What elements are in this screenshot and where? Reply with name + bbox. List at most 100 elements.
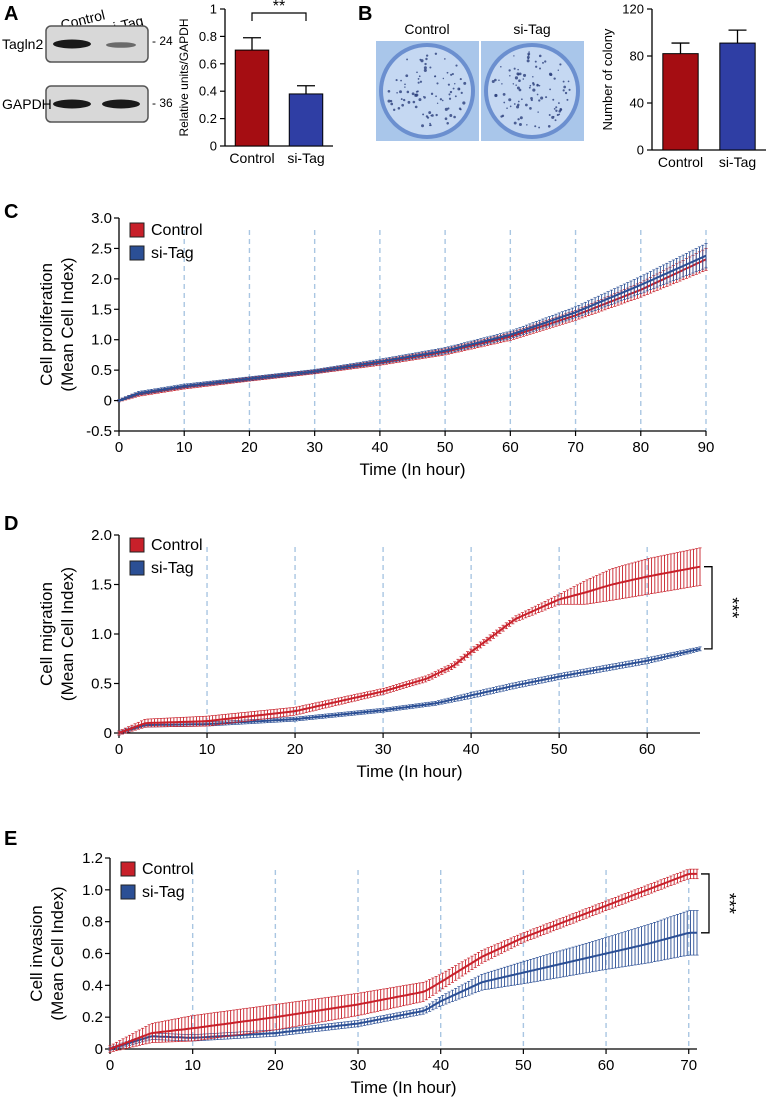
- x-tick-label-d: 0: [115, 741, 123, 758]
- colony-dot: [528, 86, 531, 89]
- colony-dot: [442, 77, 445, 80]
- colony-dot: [515, 84, 517, 86]
- plate-label-control: Control: [404, 21, 449, 37]
- colony-dot: [425, 57, 428, 61]
- colony-dot: [412, 100, 416, 104]
- y-tick-label-e: 0: [95, 1041, 103, 1058]
- colony-dot: [429, 124, 432, 127]
- colony-dot: [534, 125, 537, 128]
- colony-dot: [434, 52, 438, 55]
- colony-dot: [460, 91, 463, 94]
- x-tick-label-c: 80: [632, 439, 649, 456]
- y-axis-title-e: Cell invasion: [27, 905, 46, 1001]
- x-tick-label-c: 20: [241, 439, 258, 456]
- colony-dot: [447, 107, 450, 110]
- colony-dot: [517, 68, 519, 71]
- colony-dot: [434, 75, 437, 78]
- y-tick-label-c: 1.5: [91, 301, 112, 318]
- colony-dot: [425, 115, 429, 118]
- y-tick-label-b: 40: [630, 96, 644, 111]
- colony-dot: [519, 116, 523, 120]
- colony-dot: [513, 55, 515, 57]
- series-line-e: [109, 872, 697, 1050]
- colony-dot: [444, 58, 446, 60]
- y-axis-subtitle-d: (Mean Cell Index): [58, 567, 77, 701]
- colony-dot: [395, 79, 398, 82]
- colony-dot: [399, 90, 402, 94]
- colony-dot: [421, 124, 425, 128]
- x-tick-label-e: 40: [432, 1057, 449, 1074]
- colony-dot: [415, 90, 418, 93]
- significance-bracket-d: [704, 566, 713, 650]
- blot-strip-tagln2: [45, 25, 149, 63]
- blot-row-label-tagln2: Tagln2: [2, 36, 43, 52]
- x-tick-label-e: 70: [680, 1057, 697, 1074]
- x-tick-label-e: 50: [515, 1057, 532, 1074]
- y-axis-title-c: Cell proliferation: [37, 263, 56, 386]
- colony-dot: [513, 67, 516, 70]
- colony-dot: [506, 107, 508, 110]
- colony-dot: [508, 69, 511, 72]
- colony-dot: [517, 100, 520, 103]
- blot-row-label-gapdh: GAPDH: [2, 96, 52, 112]
- colonies-control: [387, 52, 467, 128]
- y-axis-title-a: Relative units/GAPDH: [177, 18, 191, 136]
- colony-dot: [435, 95, 437, 98]
- colony-dot: [387, 99, 391, 103]
- colony-dot: [527, 52, 531, 56]
- colony-dot: [518, 79, 521, 83]
- colony-dot: [558, 113, 561, 116]
- x-tick-label-e: 60: [598, 1057, 615, 1074]
- colony-dot: [518, 123, 522, 127]
- colony-dot: [508, 98, 512, 102]
- colony-dot: [430, 92, 434, 96]
- colony-dot: [559, 108, 562, 111]
- y-axis-title-b: Number of colony: [600, 28, 615, 130]
- series-e-sitag: [108, 910, 699, 1051]
- plate-label-sitag: si-Tag: [513, 21, 550, 37]
- colony-dot: [529, 84, 532, 87]
- blot-marker-36: - 36: [152, 96, 173, 110]
- colony-dot: [453, 115, 456, 119]
- colony-dot: [525, 103, 528, 107]
- x-tick-label-c: 30: [306, 439, 323, 456]
- blot-strip-gapdh: [45, 85, 149, 123]
- y-tick-label-e: 0.6: [82, 946, 103, 963]
- y-tick-label-a: 0.6: [199, 56, 217, 71]
- x-tick-label-c: 60: [502, 439, 519, 456]
- colony-dot: [526, 124, 528, 126]
- colony-dot: [436, 82, 439, 85]
- x-tick-label-c: 10: [176, 439, 193, 456]
- series-line-c: [118, 254, 707, 402]
- legend-swatch-e: [120, 861, 136, 877]
- colony-dot: [563, 85, 567, 89]
- colony-dot: [534, 60, 537, 63]
- colony-dot: [553, 77, 556, 80]
- series-c-sitag: [117, 243, 708, 403]
- colony-dot: [516, 72, 520, 76]
- colonies-sitag: [491, 51, 571, 129]
- legend-label-c: Control: [151, 222, 203, 239]
- colony-dot: [423, 66, 427, 70]
- y-tick-label-a: 0.4: [199, 84, 217, 99]
- panel-letter-e: E: [4, 828, 17, 850]
- x-tick-label-d: 20: [287, 741, 304, 758]
- y-tick-label-d: 0: [104, 725, 112, 742]
- colony-dot: [454, 83, 456, 85]
- panel-letter-a: A: [4, 3, 18, 25]
- colony-dot: [522, 78, 525, 80]
- y-tick-label-d: 0.5: [91, 676, 112, 693]
- x-tick-label-e: 30: [350, 1057, 367, 1074]
- y-axis-subtitle-e: (Mean Cell Index): [48, 886, 67, 1020]
- colony-dot: [545, 96, 548, 99]
- colony-dot: [418, 75, 421, 78]
- x-axis-title-e: Time (In hour): [350, 1078, 456, 1097]
- colony-dot: [429, 122, 431, 125]
- colony-dot: [405, 74, 409, 78]
- colony-dot: [518, 72, 522, 76]
- colony-dot: [537, 111, 539, 113]
- colony-dot: [548, 72, 553, 76]
- y-tick-label-a: 1: [210, 2, 217, 17]
- x-tick-label-c: 90: [698, 439, 715, 456]
- colony-dot: [430, 114, 432, 117]
